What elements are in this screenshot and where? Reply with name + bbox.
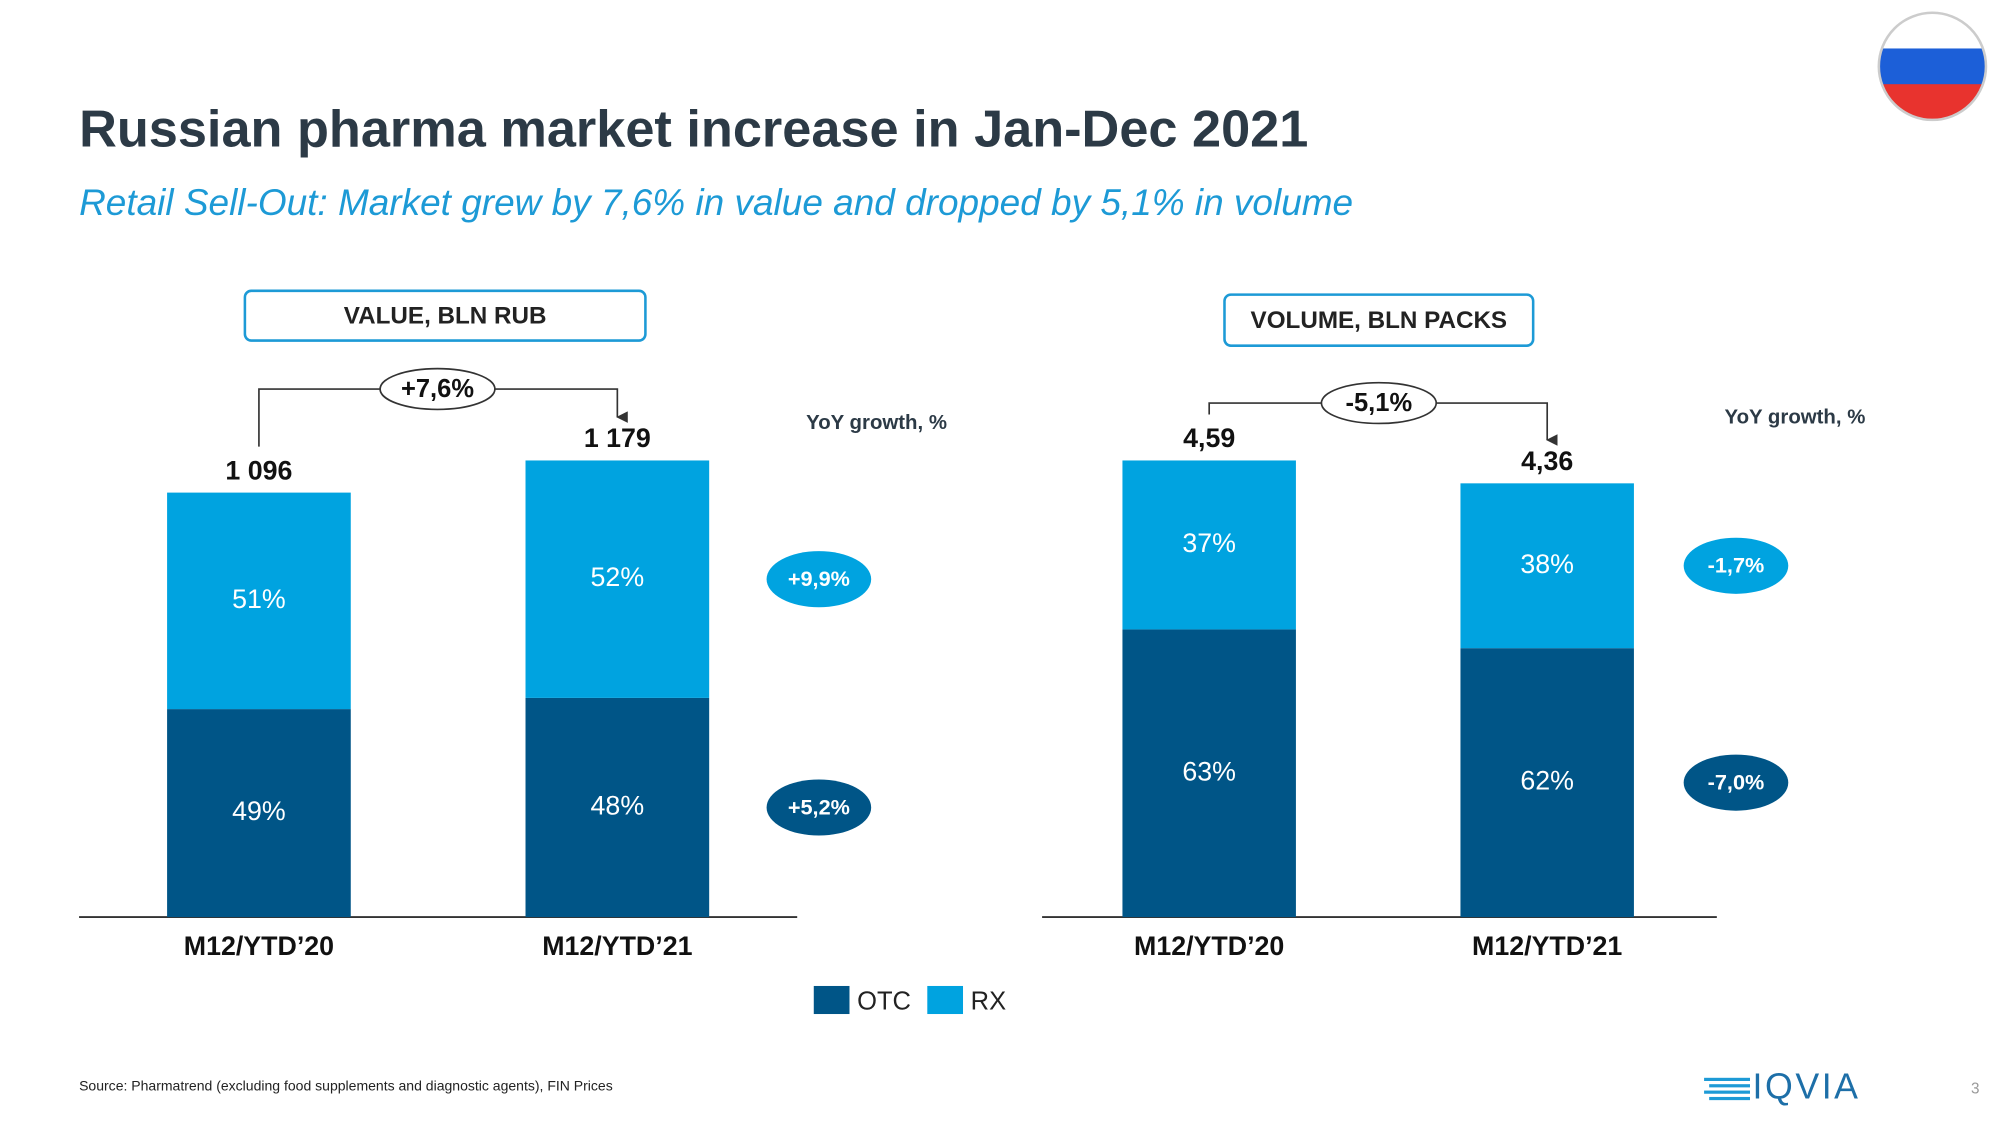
legend-swatch — [927, 985, 964, 1015]
growth-badge-label: +9,9% — [788, 566, 850, 591]
yoy-title: YoY growth, % — [1724, 407, 1865, 429]
chart-title-box — [243, 289, 647, 342]
x-tick-label: M12/YTD’20 — [184, 931, 334, 961]
growth-badge — [1683, 754, 1789, 811]
growth-badge-label: +5,2% — [788, 795, 850, 820]
slide-subtitle: Retail Sell-Out: Market grew by 7,6% in … — [79, 182, 1353, 223]
page-number: 3 — [1971, 1080, 1980, 1097]
segment-label: 52% — [591, 562, 645, 592]
bar-segment — [1460, 483, 1634, 649]
segment-label: 37% — [1182, 528, 1236, 558]
growth-pill — [1320, 381, 1438, 425]
growth-badge-label: -1,7% — [1708, 553, 1765, 578]
chart-title: VALUE, BLN RUB — [344, 302, 547, 329]
segment-label: 63% — [1182, 756, 1236, 786]
growth-label: +7,6% — [401, 375, 474, 403]
legend-label: OTC — [857, 987, 911, 1015]
total-label: 4,36 — [1521, 446, 1573, 476]
bar-segment — [167, 492, 351, 710]
russia-flag — [1877, 11, 1988, 122]
bar-segment — [525, 697, 710, 918]
total-label: 1 096 — [225, 455, 292, 485]
logo-text: IQVIA — [1753, 1067, 1861, 1107]
bar-segment — [1122, 460, 1296, 630]
legend-label: RX — [971, 987, 1006, 1015]
total-label: 1 179 — [584, 423, 651, 453]
x-tick-label: M12/YTD’20 — [1134, 931, 1284, 961]
growth-badge — [1683, 537, 1789, 594]
growth-badge — [766, 779, 872, 836]
logo: IQVIA — [1704, 1067, 1861, 1107]
total-label: 4,59 — [1183, 423, 1235, 453]
source-note: Source: Pharmatrend (excluding food supp… — [79, 1077, 613, 1093]
bar-segment — [1460, 648, 1634, 918]
growth-label: -5,1% — [1346, 389, 1413, 417]
growth-badge-label: -7,0% — [1708, 770, 1765, 795]
segment-label: 38% — [1520, 549, 1574, 579]
bar-segment — [1122, 629, 1296, 918]
bar-segment — [167, 709, 351, 918]
segment-label: 48% — [591, 791, 645, 821]
growth-badge — [766, 551, 872, 608]
chart-title: VOLUME, BLN PACKS — [1251, 307, 1508, 334]
bar-segment — [525, 460, 710, 698]
chart-title-box — [1223, 293, 1535, 347]
growth-pill — [379, 367, 496, 411]
legend-swatch — [813, 985, 850, 1015]
x-tick-label: M12/YTD’21 — [542, 931, 692, 961]
segment-label: 62% — [1520, 766, 1574, 796]
x-tick-label: M12/YTD’21 — [1472, 931, 1622, 961]
segment-label: 51% — [232, 584, 286, 614]
yoy-title: YoY growth, % — [806, 412, 947, 434]
segment-label: 49% — [232, 796, 286, 826]
slide-title: Russian pharma market increase in Jan-De… — [79, 100, 1308, 158]
